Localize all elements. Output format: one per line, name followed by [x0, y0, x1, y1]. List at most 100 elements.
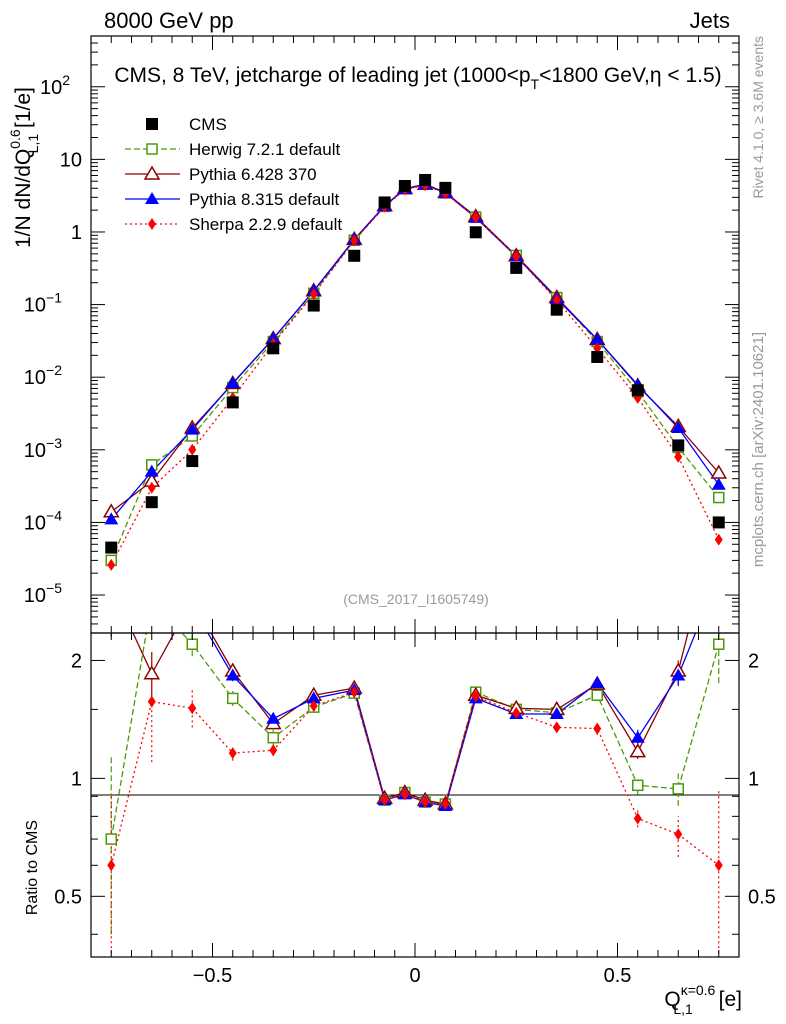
legend-label-pythia-8-315-default: Pythia 8.315 default — [189, 190, 340, 209]
cms-main-point — [419, 173, 432, 186]
y-tick-label: 10−2 — [24, 362, 62, 389]
sherpa-2-2-9-default-main-point — [147, 481, 156, 494]
pythia-6-428-370-ratio-point — [143, 665, 161, 680]
sherpa-2-2-9-default-main-point — [714, 533, 723, 546]
pythia-8-315-default-main-point — [590, 332, 605, 345]
sherpa-2-2-9-default-main-point — [512, 250, 521, 263]
sherpa-2-2-9-default-main-point — [188, 443, 197, 456]
rivet-label: Rivet 4.1.0, ≥ 3.6M events — [750, 36, 766, 199]
herwig-7-2-1-default-ratio-point — [227, 692, 239, 705]
sherpa-2-2-9-default-main-point — [309, 287, 318, 300]
sherpa-2-2-9-default-ratio-point — [593, 722, 602, 735]
herwig-7-2-1-default-ratio-point — [672, 783, 684, 795]
pythia-8-315-default-ratio-line — [207, 633, 697, 807]
sherpa-2-2-9-default-ratio-point — [228, 747, 237, 760]
sherpa-2-2-9-default-main-point — [350, 234, 359, 247]
sherpa-2-2-9-default-ratio-point — [269, 744, 278, 757]
sherpa-2-2-9-default-ratio-point — [674, 828, 683, 841]
cms-main-point — [226, 396, 239, 409]
cms-main-point — [105, 541, 118, 554]
y-tick-label: 102 — [40, 72, 70, 99]
sherpa-2-2-9-default-main-point — [471, 211, 480, 224]
ratio-tick-label-right: 1 — [748, 768, 759, 790]
pythia-8-315-default-ratio-point — [306, 691, 321, 704]
herwig-7-2-1-default-main-point — [713, 491, 725, 504]
herwig-7-2-1-default-ratio-point — [105, 833, 117, 845]
herwig-7-2-1-default-ratio-point — [591, 689, 603, 701]
sherpa-2-2-9-default-ratio-line — [110, 691, 720, 866]
ratio-tick-label-left: 0.5 — [54, 886, 82, 908]
sherpa-2-2-9-default-ratio-point — [350, 686, 359, 699]
cms-main-point — [186, 455, 199, 468]
cms-main-point — [145, 496, 158, 509]
legend-marker-sherpa-2-2-9-default — [148, 218, 156, 230]
pythia-8-315-default-ratio-point — [266, 711, 281, 724]
sherpa-2-2-9-default-ratio-point — [441, 798, 450, 811]
y-tick-label: 1 — [71, 222, 82, 244]
ratio-tick-label-left: 1 — [71, 768, 82, 790]
pythia-8-315-default-ratio-point — [590, 676, 605, 689]
y-tick-label: 10−1 — [24, 290, 62, 317]
x-tick-label: −0.5 — [193, 965, 232, 987]
sherpa-2-2-9-default-ratio-point — [633, 812, 642, 825]
y-tick-label: 10−5 — [24, 580, 62, 607]
sherpa-2-2-9-default-ratio-point — [714, 859, 723, 872]
legend-label-sherpa-2-2-9-default: Sherpa 2.2.9 default — [189, 215, 342, 234]
sherpa-2-2-9-default-main-point — [674, 450, 683, 463]
xlabel: Qκ=0.6 L,1 [e] — [664, 982, 742, 1017]
pythia-8-315-default-main-point — [671, 420, 686, 433]
cms-main-point — [591, 350, 604, 363]
sherpa-2-2-9-default-ratio-point — [471, 690, 480, 703]
legend-marker-pythia-6-428-370 — [143, 165, 161, 180]
cms-main-point — [672, 439, 685, 452]
legend-label-herwig-7-2-1-default: Herwig 7.2.1 default — [189, 140, 340, 159]
sherpa-2-2-9-default-ratio-point — [552, 721, 561, 734]
pythia-8-315-default-main-point — [185, 422, 200, 435]
cms-main-point — [307, 299, 320, 312]
legend-label-cms: CMS — [189, 115, 227, 134]
pythia-8-315-default-main-point — [225, 376, 240, 389]
legend-label-pythia-6-428-370: Pythia 6.428 370 — [189, 165, 317, 184]
header-right: Jets — [690, 8, 730, 33]
ylabel-ratio: Ratio to CMS — [24, 820, 41, 915]
sherpa-2-2-9-default-ratio-point — [512, 706, 521, 719]
legend: CMS Herwig 7.2.1 default Pythia 6.428 370 P… — [125, 115, 342, 234]
y-tick-label: 10−4 — [24, 507, 62, 534]
herwig-7-2-1-default-ratio-point — [632, 779, 644, 792]
legend-marker-pythia-8-315-default — [145, 192, 159, 204]
analysis-watermark: (CMS_2017_I1605749) — [343, 591, 489, 607]
ratio-tick-label-right: 2 — [748, 650, 759, 672]
header-left: 8000 GeV pp — [104, 8, 234, 33]
chart-title: CMS, 8 TeV, jetcharge of leading jet (10… — [114, 64, 721, 92]
x-tick-label: 0.5 — [604, 965, 632, 987]
sherpa-2-2-9-default-ratio-point — [147, 695, 156, 708]
cms-main-point — [348, 249, 361, 262]
sherpa-2-2-9-default-ratio-point — [188, 702, 197, 715]
pythia-8-315-default-ratio-point — [630, 730, 645, 743]
y-tick-label: 10 — [60, 149, 82, 171]
sherpa-2-2-9-default-ratio-point — [107, 859, 116, 872]
x-tick-label: 0 — [409, 965, 420, 987]
legend-marker-herwig-7-2-1-default — [146, 143, 158, 155]
pythia-8-315-default-main-line — [110, 183, 720, 520]
cms-main-point — [469, 226, 482, 239]
mcplots-label: mcplots.cern.ch [arXiv:2401.10621] — [750, 332, 767, 567]
pythia-8-315-default-main-point — [711, 477, 726, 490]
pythia-8-315-default-main-point — [144, 464, 159, 477]
cms-main-point — [510, 261, 523, 274]
pythia-6-428-370-ratio-point — [629, 743, 647, 758]
cms-main-point — [439, 181, 452, 194]
herwig-7-2-1-default-ratio-point — [267, 731, 279, 744]
herwig-7-2-1-default-ratio-line — [110, 633, 720, 840]
cms-main-point — [712, 516, 725, 529]
pythia-8-315-default-main-point — [104, 512, 119, 525]
pythia-8-315-default-main-point — [266, 331, 281, 344]
sherpa-2-2-9-default-ratio-point — [380, 794, 389, 807]
sherpa-2-2-9-default-main-point — [107, 558, 116, 571]
cms-main-point — [267, 342, 280, 355]
herwig-7-2-1-default-ratio-point — [713, 638, 725, 650]
sherpa-2-2-9-default-ratio-point — [400, 788, 409, 801]
cms-main-point — [398, 179, 411, 192]
pythia-8-315-default-ratio-point — [225, 668, 240, 681]
